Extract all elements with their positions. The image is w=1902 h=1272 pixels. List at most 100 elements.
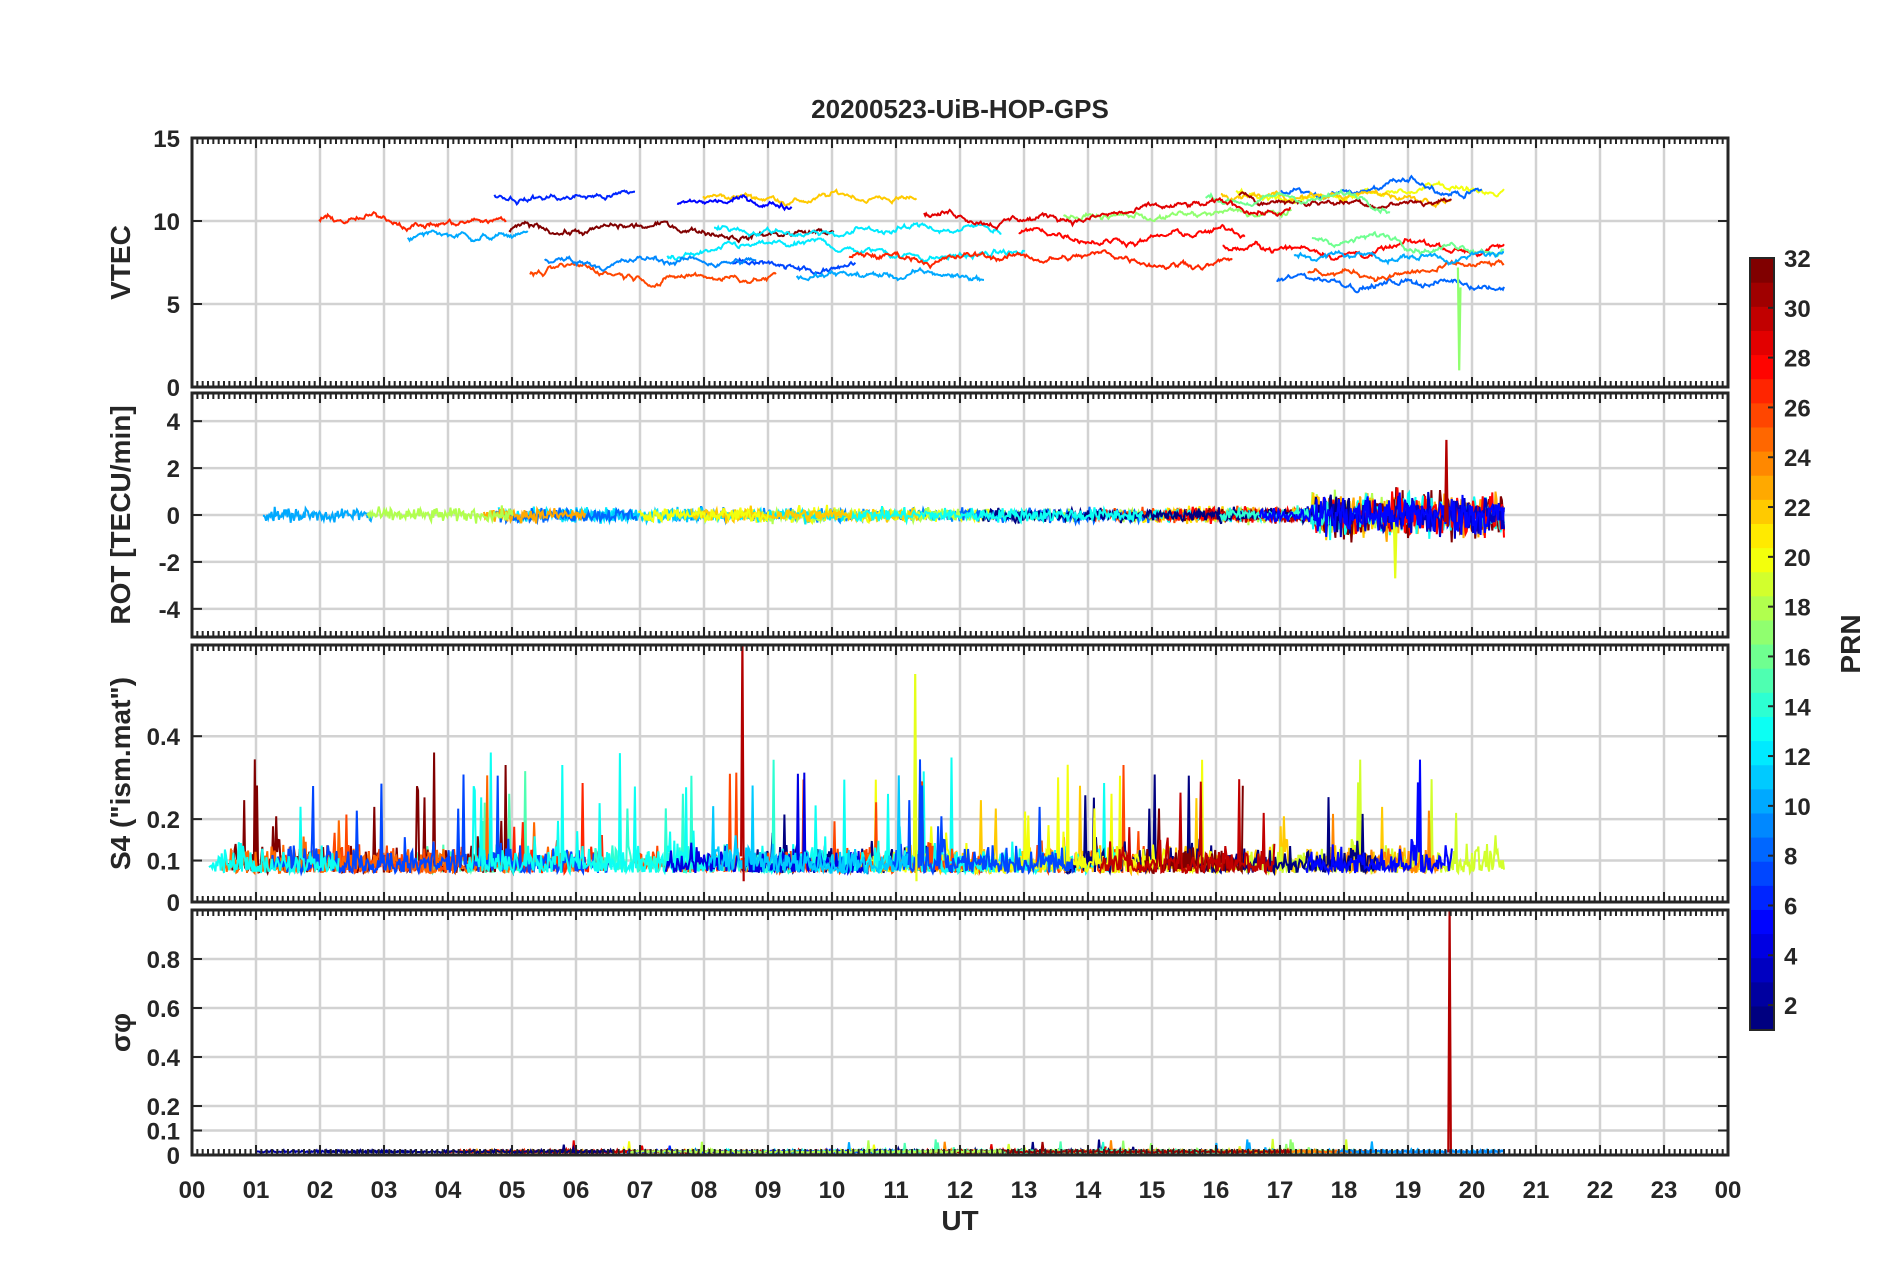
colorbar-segment bbox=[1750, 692, 1774, 717]
vtec-series-prn-16 bbox=[1205, 188, 1391, 215]
vtec-series-prn-9 bbox=[544, 254, 757, 272]
x-tick-label: 02 bbox=[307, 1177, 334, 1204]
x-tick-label: 22 bbox=[1587, 1177, 1614, 1204]
chart-title: 20200523-UiB-HOP-GPS bbox=[811, 94, 1109, 124]
s4-series-prn-7 bbox=[269, 774, 613, 877]
rot-tick-marks bbox=[191, 393, 1729, 637]
vtec-series-prn-8 bbox=[1276, 272, 1505, 294]
rot-series-prn-18 bbox=[366, 505, 514, 525]
vtec-series-prn-17 bbox=[1063, 206, 1293, 223]
x-tick-label: 21 bbox=[1523, 1177, 1550, 1204]
colorbar-segment bbox=[1750, 716, 1774, 742]
vtec-series-prn-29 bbox=[923, 196, 1292, 231]
panel-s4: 0 0.1 0.2 0.4 S4 ("ism.mat") bbox=[105, 643, 1730, 917]
panel-vtec: 0 5 10 15 VTEC bbox=[105, 126, 1730, 402]
s4-tick-marks bbox=[191, 645, 1729, 902]
x-tick-label: 12 bbox=[947, 1177, 974, 1204]
colorbar-segment bbox=[1750, 837, 1774, 862]
rot-ytick-label: 4 bbox=[167, 409, 181, 436]
vtec-series-prn-6 bbox=[493, 189, 636, 206]
colorbar-segment bbox=[1750, 258, 1774, 283]
sigma_phi-ytick-label: 0.4 bbox=[147, 1045, 181, 1072]
rot-peak bbox=[1444, 439, 1449, 527]
x-tick-label: 03 bbox=[371, 1177, 398, 1204]
sigma_phi-ytick-label: 0.1 bbox=[147, 1119, 180, 1146]
colorbar-tick-label: 10 bbox=[1784, 794, 1811, 821]
s4-traces bbox=[208, 645, 1505, 882]
vtec-series-prn-5 bbox=[676, 194, 793, 212]
sigma_phi-ytick-label: 0.2 bbox=[147, 1094, 180, 1121]
rot-ylabel: ROT [TECU/min] bbox=[105, 405, 136, 624]
vtec-tick-marks bbox=[191, 138, 1729, 387]
colorbar-tick-label: 30 bbox=[1784, 296, 1811, 323]
colorbar-tick-label: 14 bbox=[1784, 694, 1811, 721]
rot-traces bbox=[262, 439, 1505, 579]
colorbar-tick-label: 24 bbox=[1784, 445, 1811, 472]
vtec-series-prn-26 bbox=[529, 261, 777, 289]
x-tick-label: 15 bbox=[1139, 1177, 1166, 1204]
rot-minor-ticks bbox=[191, 393, 1729, 637]
colorbar-tick-label: 26 bbox=[1784, 395, 1811, 422]
x-tick-label: 01 bbox=[243, 1177, 270, 1204]
x-tick-label: 09 bbox=[755, 1177, 782, 1204]
s4-ytick-label: 0.4 bbox=[147, 724, 181, 751]
colorbar-segment bbox=[1750, 523, 1774, 549]
x-tick-label: 00 bbox=[1715, 1177, 1742, 1204]
s4-series-prn-30 bbox=[1098, 779, 1276, 876]
rot-series-prn-20 bbox=[638, 507, 770, 524]
colorbar-label: PRN bbox=[1835, 614, 1866, 673]
colorbar-segment bbox=[1750, 547, 1774, 573]
colorbar-tick-label: 32 bbox=[1784, 246, 1811, 273]
sigma_phi-ytick-label: 0 bbox=[167, 1143, 180, 1170]
colorbar-segment bbox=[1750, 619, 1774, 645]
colorbar-tick-label: 12 bbox=[1784, 744, 1811, 771]
x-tick-label: 10 bbox=[819, 1177, 846, 1204]
rot-ytick-label: 2 bbox=[167, 456, 180, 483]
x-tick-label: 07 bbox=[627, 1177, 654, 1204]
colorbar-tick-label: 4 bbox=[1784, 943, 1798, 970]
colorbar-segment bbox=[1750, 354, 1774, 380]
s4-ytick-label: 0 bbox=[167, 890, 180, 917]
rot-series-prn-13 bbox=[851, 505, 1144, 526]
vtec-ylabel: VTEC bbox=[105, 225, 136, 300]
vtec-series-prn-12 bbox=[713, 222, 1002, 238]
colorbar-tick-label: 8 bbox=[1784, 844, 1797, 871]
vtec-series-prn-26 bbox=[1307, 258, 1505, 283]
x-tick-label: 23 bbox=[1651, 1177, 1678, 1204]
vtec-traces bbox=[318, 174, 1505, 371]
s4-ylabel: S4 ("ism.mat") bbox=[105, 677, 136, 870]
s4-series-prn-13 bbox=[466, 752, 716, 877]
x-tick-label: 18 bbox=[1331, 1177, 1358, 1204]
sigma_phi-ylabel: σφ bbox=[105, 1013, 136, 1052]
colorbar-segment bbox=[1750, 788, 1774, 814]
vtec-series-prn-7 bbox=[731, 257, 857, 275]
vtec-series-prn-32 bbox=[508, 220, 835, 244]
sigma_phi-ytick-label: 0.6 bbox=[147, 996, 180, 1023]
s4-peak bbox=[912, 674, 918, 882]
colorbar-segment bbox=[1750, 764, 1774, 790]
x-tick-label: 00 bbox=[179, 1177, 206, 1204]
x-tick-label: 17 bbox=[1267, 1177, 1294, 1204]
vtec-series-prn-27 bbox=[848, 249, 1233, 271]
x-tick-label: 13 bbox=[1011, 1177, 1038, 1204]
colorbar-segment bbox=[1750, 981, 1774, 1007]
vtec-series-prn-28 bbox=[1018, 223, 1246, 249]
colorbar-segment bbox=[1750, 306, 1774, 331]
colorbar-segment bbox=[1750, 330, 1774, 356]
x-tick-label: 20 bbox=[1459, 1177, 1486, 1204]
colorbar-segment bbox=[1750, 668, 1774, 693]
x-tick-label: 16 bbox=[1203, 1177, 1230, 1204]
rot-series-prn-10 bbox=[262, 505, 373, 525]
s4-series-prn-5 bbox=[1305, 759, 1453, 876]
x-tick-label: 19 bbox=[1395, 1177, 1422, 1204]
x-tick-label: 05 bbox=[499, 1177, 526, 1204]
s4-minor-ticks bbox=[191, 645, 1729, 902]
colorbar-segment bbox=[1750, 475, 1774, 500]
vtec-minor-ticks bbox=[191, 138, 1729, 387]
s4-ytick-label: 0.1 bbox=[147, 849, 180, 876]
colorbar-segment bbox=[1750, 861, 1774, 886]
colorbar-segment bbox=[1750, 957, 1774, 983]
